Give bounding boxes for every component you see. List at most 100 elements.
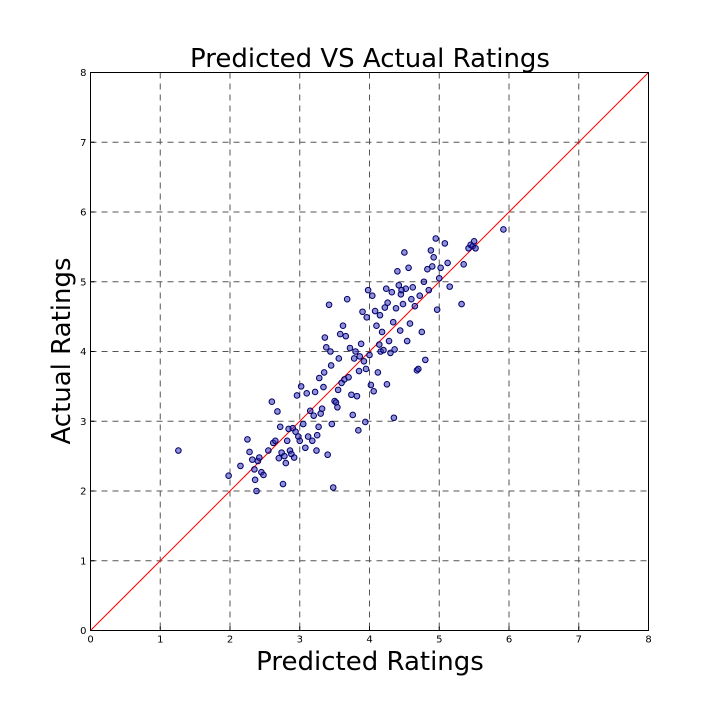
scatter-point: [272, 437, 279, 445]
scatter-point: [408, 295, 415, 303]
scatter-point: [376, 311, 384, 319]
scatter-point: [362, 418, 369, 426]
scatter-point: [437, 264, 444, 272]
scatter-point: [388, 288, 396, 296]
x-tick-label: 2: [227, 635, 233, 646]
scatter-point: [310, 412, 318, 419]
scatter-point: [303, 390, 311, 397]
x-tick-label: 4: [366, 635, 372, 646]
scatter-point: [175, 447, 182, 454]
scatter-point: [304, 433, 312, 440]
scatter-point: [349, 411, 357, 419]
scatter-point: [345, 374, 352, 381]
scatter-point: [320, 369, 328, 376]
scatter-point: [296, 437, 304, 445]
x-tick-label: 5: [436, 635, 442, 646]
scatter-point: [302, 444, 309, 452]
scatter-point: [336, 330, 344, 338]
scatter-point: [329, 484, 337, 491]
y-axis-label: Actual Ratings: [47, 257, 77, 444]
scatter-point: [458, 300, 465, 308]
scatter-point: [352, 348, 359, 355]
scatter-point: [321, 334, 329, 341]
scatter-point: [363, 314, 371, 321]
scatter-point: [406, 320, 414, 327]
scatter-point: [342, 332, 350, 340]
x-tick-label: 1: [157, 635, 163, 646]
scatter-point: [328, 420, 336, 428]
scatter-point: [366, 351, 373, 359]
scatter-point: [244, 436, 251, 443]
scatter-point: [281, 452, 288, 460]
scatter-point: [260, 471, 267, 479]
scatter-point: [246, 448, 253, 456]
scatter-point: [253, 487, 260, 495]
scatter-point: [385, 337, 393, 345]
scatter-point: [325, 301, 333, 309]
scatter-point: [427, 247, 435, 254]
x-axis-label: Predicted Ratings: [256, 647, 484, 677]
scatter-point: [420, 278, 428, 286]
scatter-point: [327, 348, 334, 355]
scatter-point: [249, 456, 256, 463]
scatter-point: [375, 341, 383, 348]
scatter-point: [268, 398, 276, 406]
y-tick-label: 3: [80, 417, 86, 428]
scatter-point: [374, 369, 382, 376]
scatter-point: [381, 304, 389, 311]
scatter-point: [371, 307, 379, 315]
scatter-point: [350, 355, 358, 362]
scatter-point: [292, 428, 299, 436]
scatter-point: [403, 337, 411, 345]
scatter-point: [306, 407, 314, 415]
scatter-point: [322, 344, 330, 351]
scatter-point: [339, 322, 347, 329]
y-tick-label: 4: [80, 347, 86, 358]
chart-title: Predicted VS Actual Ratings: [190, 44, 550, 74]
scatter-point: [346, 344, 354, 352]
scatter-point: [251, 466, 258, 473]
scatter-point: [409, 284, 417, 291]
scatter-point: [402, 285, 410, 293]
x-tick-label: 8: [645, 635, 651, 646]
scatter-point: [470, 237, 478, 245]
y-tick-label: 6: [80, 208, 86, 219]
scatter-point: [318, 405, 326, 412]
scatter-point: [422, 356, 429, 364]
scatter-point: [418, 328, 426, 336]
y-tick-label: 8: [80, 68, 86, 79]
scatter-point: [313, 431, 321, 439]
gridlines: [90, 72, 649, 631]
scatter-point: [309, 437, 316, 445]
scatter-point: [311, 388, 319, 396]
scatter-point: [382, 285, 390, 293]
scatter-point: [299, 420, 307, 428]
scatter-point: [435, 274, 443, 282]
y-tick-label: 1: [80, 556, 86, 567]
scatter-point: [390, 414, 398, 422]
scatter-point: [444, 259, 451, 267]
scatter-point: [313, 447, 320, 454]
scatter-point: [335, 355, 343, 362]
scatter-point: [355, 427, 362, 434]
scatter-point: [399, 300, 407, 308]
scatter-point: [432, 235, 440, 242]
scatter-point: [380, 346, 387, 354]
scatter-point: [364, 286, 372, 294]
scatter-point: [297, 383, 305, 390]
scatter-point: [370, 387, 377, 395]
scatter-point: [446, 283, 454, 290]
scatter-point: [411, 302, 419, 310]
scatter-point: [348, 391, 355, 399]
scatter-point: [416, 292, 424, 300]
scatter-point: [275, 454, 283, 462]
scatter-point: [368, 292, 376, 300]
scatter-point: [362, 365, 370, 373]
reference-line: [90, 72, 649, 631]
scatter-point: [391, 346, 398, 353]
scatter-point: [425, 286, 433, 294]
scatter-point: [387, 349, 394, 357]
scatter-point: [424, 265, 431, 273]
scatter-point: [500, 226, 507, 233]
